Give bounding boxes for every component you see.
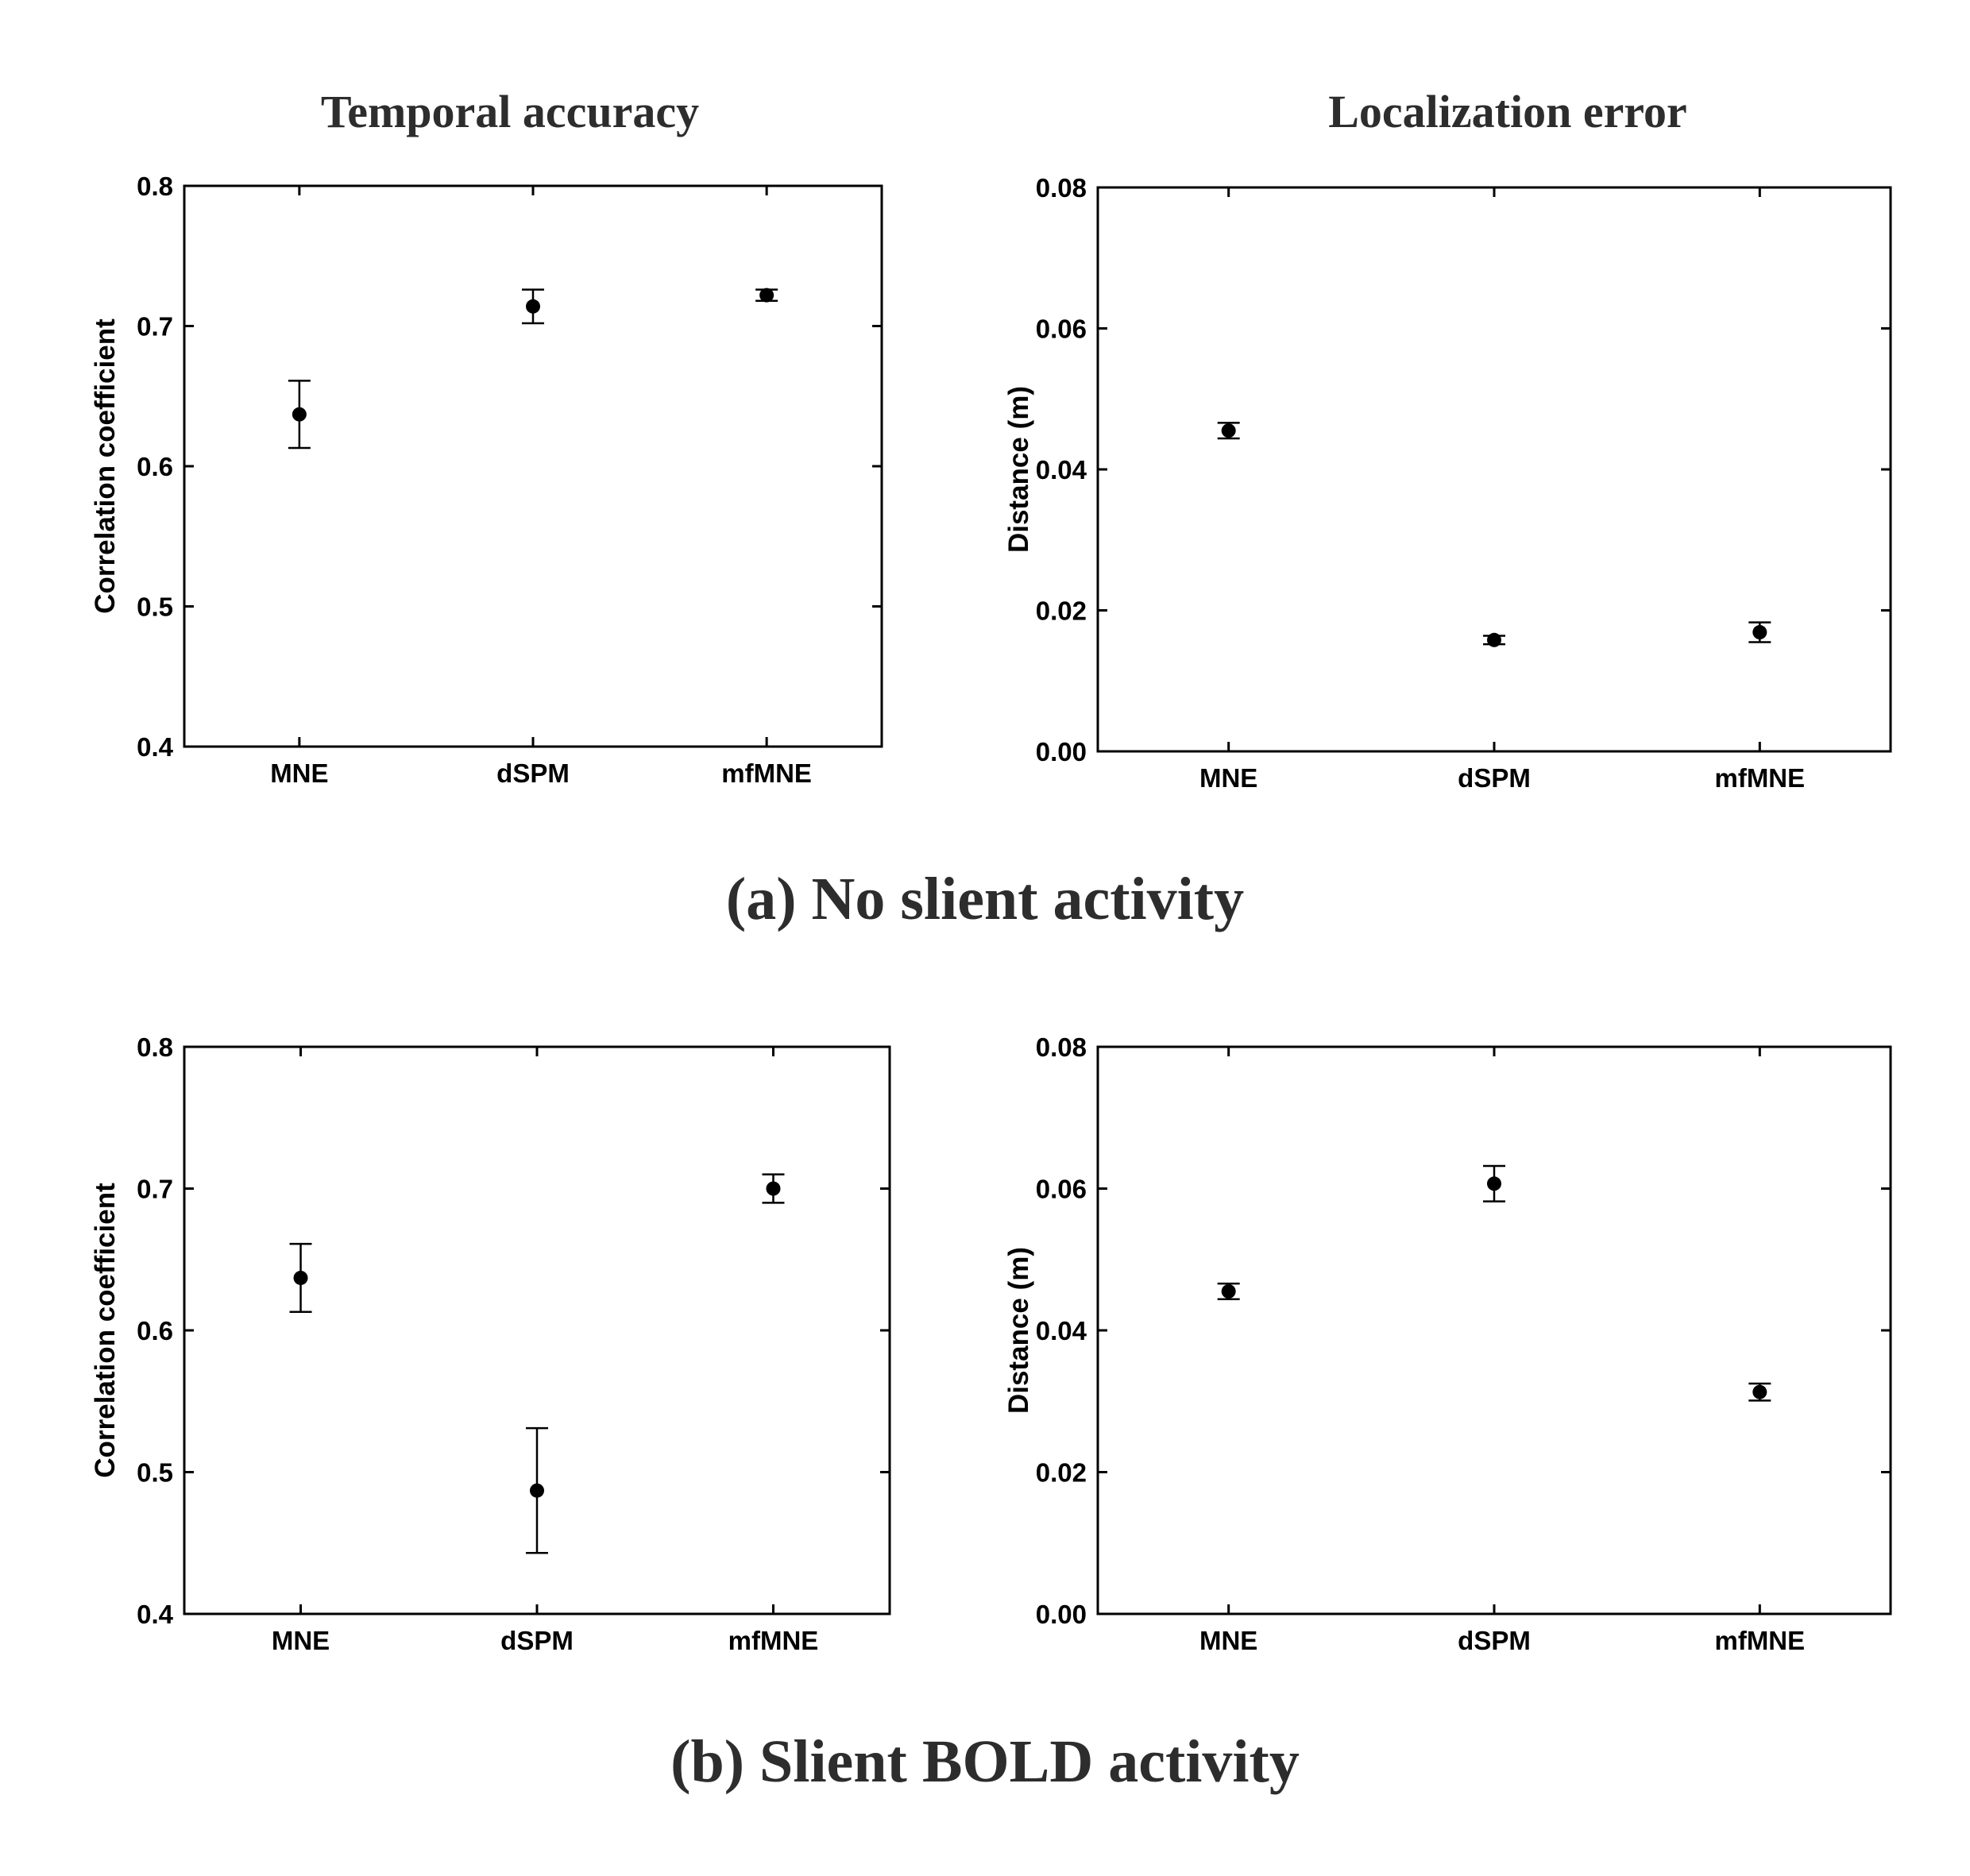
data-point <box>292 407 307 422</box>
y-tick-label: 0.06 <box>1036 1175 1087 1204</box>
plot-frame <box>1096 1045 1892 1615</box>
data-point <box>1221 1283 1236 1299</box>
x-tick-label: mfMNE <box>1714 763 1805 793</box>
y-tick-label: 0.4 <box>137 732 174 762</box>
y-tick-label: 0.02 <box>1036 1458 1087 1488</box>
y-tick-label: 0.7 <box>137 312 173 342</box>
data-point <box>530 1483 544 1498</box>
y-axis-label: Distance (m) <box>1003 1247 1034 1414</box>
y-tick-label: 0.08 <box>1036 1033 1087 1062</box>
column-title-temporal-accuracy: Temporal accuracy <box>321 86 699 137</box>
y-tick-label: 0.04 <box>1036 455 1087 484</box>
x-tick-label: dSPM <box>1458 763 1531 793</box>
y-tick-label: 0.00 <box>1036 1600 1087 1629</box>
y-tick-label: 0.02 <box>1036 596 1087 626</box>
x-tick-label: MNE <box>270 759 328 788</box>
plot-b-temporal: 0.4 0.5 0.6 0.7 0.8 MNE dSPM mfMNE Correlation c… <box>90 1033 891 1655</box>
y-tick-label: 0.4 <box>137 1600 174 1629</box>
data-point <box>526 299 540 314</box>
x-tick-label: mfMNE <box>728 1626 819 1655</box>
data-point <box>1487 632 1501 647</box>
data-point <box>1752 1384 1767 1399</box>
y-tick-label: 0.04 <box>1036 1316 1087 1345</box>
y-tick-label: 0.8 <box>137 1033 173 1062</box>
y-axis-label: Correlation coefficient <box>90 1183 121 1478</box>
data-point <box>766 1181 781 1196</box>
data-point <box>293 1270 308 1285</box>
caption-a: (a) No slient activity <box>726 866 1244 932</box>
y-tick-label: 0.08 <box>1036 173 1087 203</box>
x-tick-label: dSPM <box>500 1626 574 1655</box>
plot-a-temporal: 0.4 0.5 0.6 0.7 0.8 MNE dSPM mfMNE Correlation c… <box>90 172 883 788</box>
y-axis-label: Correlation coefficient <box>90 318 121 614</box>
x-tick-label: MNE <box>1199 1626 1257 1655</box>
column-title-localization-error: Localization error <box>1328 86 1687 137</box>
x-tick-label: mfMNE <box>721 759 812 788</box>
y-tick-label: 0.8 <box>137 172 173 201</box>
data-point <box>1487 1176 1501 1191</box>
y-tick-label: 0.5 <box>137 593 173 622</box>
plot-b-localization: 0.00 0.02 0.04 0.06 0.08 MNE dSPM mfMNE Distance… <box>1003 1033 1892 1655</box>
y-tick-label: 0.6 <box>137 452 173 481</box>
plot-frame <box>1096 186 1892 753</box>
data-point <box>1752 625 1767 640</box>
y-tick-label: 0.6 <box>137 1316 173 1345</box>
plot-a-localization: 0.00 0.02 0.04 0.06 0.08 MNE dSPM mfMNE Distance… <box>1003 173 1892 793</box>
x-tick-label: MNE <box>1199 763 1257 793</box>
data-point <box>1221 423 1236 438</box>
plot-frame <box>183 184 883 748</box>
plots: 0.4 0.5 0.6 0.7 0.8 MNE dSPM mfMNE Correlation c… <box>90 172 1892 1655</box>
y-tick-label: 0.00 <box>1036 737 1087 766</box>
x-tick-label: dSPM <box>496 759 570 788</box>
y-tick-label: 0.7 <box>137 1175 173 1204</box>
data-point <box>759 288 774 303</box>
y-tick-label: 0.5 <box>137 1458 173 1488</box>
x-tick-label: MNE <box>272 1626 330 1655</box>
caption-b: (b) Slient BOLD activity <box>670 1728 1300 1795</box>
x-tick-label: dSPM <box>1458 1626 1531 1655</box>
y-tick-label: 0.06 <box>1036 315 1087 344</box>
y-axis-label: Distance (m) <box>1003 386 1034 553</box>
x-tick-label: mfMNE <box>1714 1626 1805 1655</box>
